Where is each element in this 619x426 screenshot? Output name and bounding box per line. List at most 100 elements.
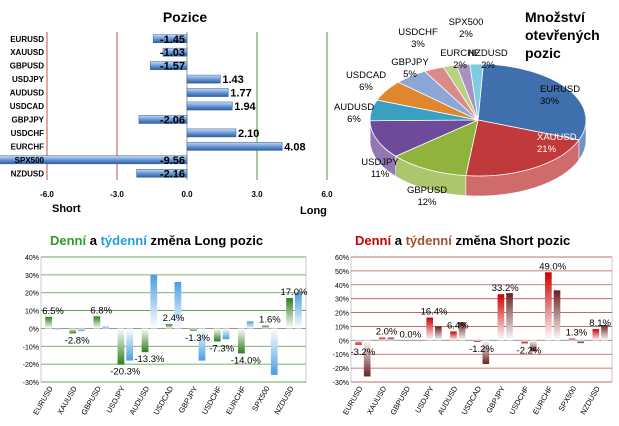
y-tick-2: -10%	[333, 352, 349, 359]
pie-name-audusd: AUDUSD	[334, 102, 374, 113]
pie-pct-usdjpy: 11%	[371, 169, 390, 180]
pie-name-usdjpy: USDJPY	[361, 157, 399, 168]
positions-chart: Pozice EURUSD XAUUSD GBPUSD USDJPY AUDUSD USD…	[0, 9, 333, 217]
pie-name-usdcad: USDCAD	[346, 70, 386, 81]
data-label-usdchf: -2.2%	[517, 345, 542, 356]
data-label-nzdusd: 8.1%	[589, 318, 611, 329]
short-label: Short	[52, 203, 81, 215]
y-tick-1: -20%	[23, 362, 39, 369]
pie-pct-gbpjpy: 5%	[403, 69, 417, 80]
bar-weekly-usdchf	[222, 328, 230, 340]
positions-title: Pozice	[163, 9, 208, 25]
short-title-rest: změna Short pozic	[452, 233, 570, 248]
bar-daily-usdjpy	[117, 328, 125, 365]
x-category-xauusd: XAUUSD	[365, 384, 389, 416]
positions-x-ticks: -6.0 -3.0 0.0 3.0 6.0	[40, 190, 333, 199]
bar-daily-xauusd	[378, 337, 386, 341]
long-change-title: Denní a týdenní změna Long pozic	[50, 233, 263, 248]
pie-pct-audusd: 6%	[347, 114, 361, 125]
bar-daily-nzdusd	[592, 329, 600, 341]
pie-name-xauusd: XAUUSD	[537, 132, 577, 143]
y-tick-1: -20%	[333, 366, 349, 373]
plot-frame	[350, 256, 613, 383]
x-category-usdchf: USDCHF	[507, 384, 531, 416]
data-label-nzdusd: 17.0%	[280, 287, 307, 298]
value-usdjpy: 1.43	[222, 74, 243, 86]
bar-weekly-nzdusd	[294, 292, 302, 329]
bar-daily-gbpjpy	[497, 294, 505, 341]
data-label-gbpjpy: -1.3%	[185, 333, 210, 344]
pie-name-eurchf: EURCHF	[440, 48, 480, 59]
bar-eurusd	[152, 34, 188, 44]
value-usdchf: 2.10	[238, 128, 259, 140]
data-label-gbpusd: 0.0%	[399, 329, 421, 340]
category-usdcad: USDCAD	[10, 102, 44, 111]
y-tick-2: -10%	[23, 344, 39, 351]
y-tick-9: 60%	[335, 255, 349, 262]
category-usdchf: USDCHF	[11, 129, 44, 138]
bar-daily-usdchf	[213, 328, 221, 342]
bar-daily-usdcad	[473, 340, 481, 342]
x-tick-0: -6.0	[40, 190, 54, 199]
y-tick-3: 0%	[29, 326, 39, 333]
pie-name-spx500: SPX500	[449, 17, 484, 28]
category-gbpjpy: GBPJPY	[12, 115, 45, 124]
data-label-eurchf: -14.0%	[231, 355, 262, 366]
bar-audusd	[186, 88, 229, 97]
data-label-eurusd: -3.2%	[350, 347, 375, 358]
bar-daily-gbpusd	[402, 340, 410, 341]
y-tick-5: 20%	[25, 291, 39, 298]
x-category-eurchf: EURCHF	[531, 384, 555, 416]
bar-weekly-eurchf	[246, 321, 254, 329]
bar-weekly-usdjpy	[126, 328, 134, 361]
x-tick-3: 3.0	[251, 190, 263, 199]
bar-daily-audusd	[141, 328, 149, 353]
short-title-weekly: týdenní	[406, 233, 453, 248]
bar-weekly-audusd	[150, 274, 158, 329]
positions-category-labels: EURUSD XAUUSD GBPUSD USDJPY AUDUSD USDCAD GBPJ…	[10, 35, 45, 179]
data-label-usdjpy: 16.4%	[421, 307, 448, 318]
y-tick-0: -30%	[23, 380, 39, 387]
pie-pct-eurchf: 2%	[453, 60, 467, 71]
bar-daily-usdchf	[521, 340, 528, 344]
bar-spx500	[0, 155, 188, 165]
bar-weekly-usdjpy	[435, 326, 442, 341]
x-category-spx500: SPX500	[250, 385, 272, 413]
x-category-usdchf: USDCHF	[200, 384, 224, 416]
x-category-audusd: AUDUSD	[128, 384, 152, 416]
data-label-audusd: 6.4%	[447, 320, 469, 331]
x-category-gbpjpy: GBPJPY	[177, 385, 200, 415]
pie-name-nzdusd: NZDUSD	[468, 48, 508, 59]
value-eurchf: 4.08	[284, 141, 305, 153]
value-nzdusd: -2.16	[160, 168, 185, 180]
bar-weekly-usdcad	[174, 282, 182, 329]
value-eurusd: -1.45	[160, 34, 185, 46]
value-gbpusd: -1.57	[160, 61, 185, 73]
bar-daily-gbpjpy	[189, 328, 197, 331]
y-tick-8: 50%	[335, 269, 349, 276]
x-tick-1: -3.0	[110, 190, 124, 199]
data-label-spx500: 1.6%	[259, 315, 281, 326]
pie-pct-spx500: 2%	[459, 29, 473, 40]
bar-weekly-usdchf	[529, 340, 537, 352]
pie-pct-xauusd: 21%	[537, 144, 557, 155]
x-category-usdjpy: USDJPY	[104, 385, 127, 415]
bar-weekly-audusd	[458, 322, 466, 341]
bar-gbpusd	[150, 61, 188, 70]
data-label-xauusd: 2.0%	[376, 327, 398, 338]
x-category-spx500: SPX500	[557, 385, 579, 413]
y-tick-6: 30%	[25, 273, 39, 280]
data-label-gbpusd: 6.8%	[90, 305, 112, 316]
data-label-eurchf: 49.0%	[539, 261, 566, 272]
pie-name-eurusd: EURUSD	[540, 84, 580, 95]
value-usdcad: 1.94	[234, 101, 256, 113]
bar-weekly-eurchf	[553, 290, 561, 341]
bar-gbpjpy	[138, 115, 188, 124]
x-category-audusd: AUDUSD	[436, 384, 460, 416]
short-title-daily: Denní	[355, 233, 392, 248]
data-label-eurusd: 6.5%	[42, 306, 64, 317]
long-label: Long	[300, 205, 327, 217]
value-spx500: -9.56	[160, 155, 185, 167]
